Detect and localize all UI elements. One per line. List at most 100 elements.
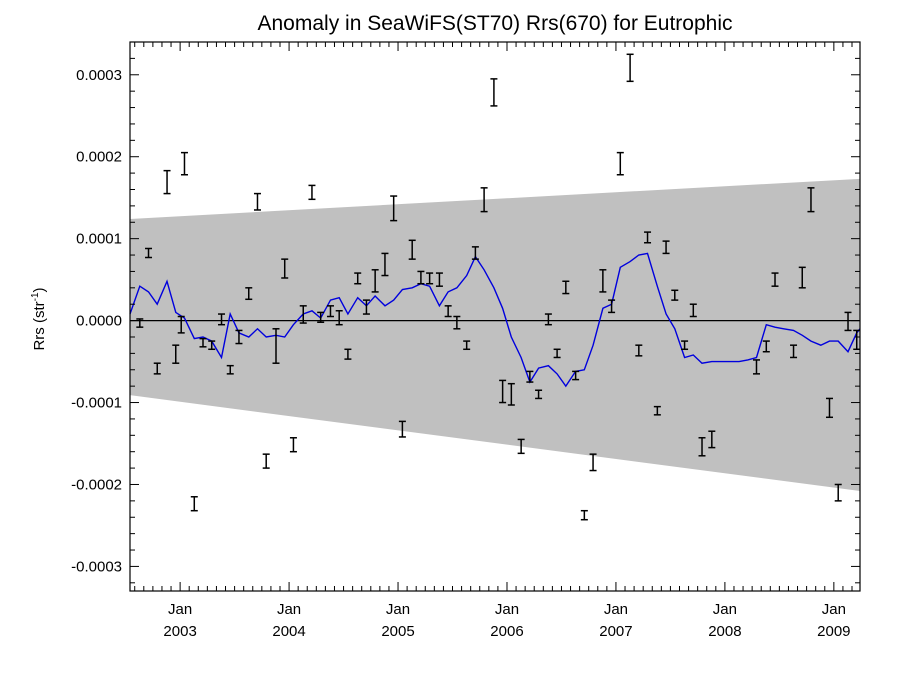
error-bar bbox=[163, 169, 171, 195]
error-bar bbox=[235, 329, 243, 345]
error-bar bbox=[698, 437, 706, 457]
confidence-band bbox=[130, 178, 860, 492]
error-bar bbox=[426, 272, 434, 285]
error-bar bbox=[417, 270, 425, 285]
error-bar bbox=[344, 348, 352, 360]
error-bar bbox=[390, 195, 398, 222]
error-bar bbox=[752, 359, 760, 375]
x-tick-month-label: Jan bbox=[604, 601, 628, 618]
y-tick-label: -0.0002 bbox=[71, 476, 122, 493]
error-bar bbox=[145, 247, 153, 259]
error-bar bbox=[544, 313, 552, 326]
y-ticks-layer: 0.0003 0.0002 0.0001 0.0000 -0.0001 -0.0002 -0… bbox=[71, 41, 860, 584]
error-bar bbox=[289, 437, 297, 453]
error-bar bbox=[644, 231, 652, 244]
error-bar bbox=[190, 496, 198, 512]
y-tick-label: 0.0002 bbox=[76, 149, 122, 166]
error-bar bbox=[453, 315, 461, 330]
error-bar bbox=[853, 329, 861, 351]
error-bar bbox=[825, 397, 833, 419]
error-bar bbox=[517, 438, 525, 455]
error-bar bbox=[326, 305, 334, 318]
y-axis-label-tail: ) bbox=[31, 287, 48, 292]
error-bar bbox=[335, 310, 343, 326]
y-axis-label-sup: -1 bbox=[30, 292, 41, 301]
x-tick-month-label: Jan bbox=[386, 601, 410, 618]
error-bar bbox=[262, 453, 270, 469]
x-tick-year-label: 2003 bbox=[163, 623, 196, 640]
y-tick-label: 0.0003 bbox=[76, 67, 122, 84]
error-bar bbox=[662, 240, 670, 255]
error-bar bbox=[635, 344, 643, 357]
error-bar bbox=[771, 272, 779, 287]
error-bars-layer bbox=[136, 53, 861, 521]
x-tick-month-label: Jan bbox=[822, 601, 846, 618]
error-bar bbox=[371, 269, 379, 293]
x-tick-month-label: Jan bbox=[495, 601, 519, 618]
x-ticks-layer: Jan 2003 Jan 2004 Jan 2005 Jan 2006 Jan 2007 Jan 20… bbox=[134, 42, 853, 640]
x-tick-year-label: 2008 bbox=[708, 623, 741, 640]
error-bar bbox=[790, 344, 798, 359]
error-bar bbox=[599, 269, 607, 293]
error-bar bbox=[177, 315, 185, 334]
error-bar bbox=[172, 344, 180, 364]
error-bar bbox=[589, 453, 597, 472]
anomaly-line-layer bbox=[129, 252, 861, 388]
anomaly-series-line bbox=[129, 252, 861, 388]
error-bar bbox=[218, 313, 226, 326]
x-tick-year-label: 2007 bbox=[599, 623, 632, 640]
error-bar bbox=[507, 382, 515, 406]
error-bar bbox=[471, 246, 479, 260]
y-axis-label: Rrs (str-1) bbox=[30, 287, 48, 350]
error-bar bbox=[180, 151, 188, 176]
error-bar bbox=[671, 289, 679, 301]
error-bar bbox=[798, 266, 806, 289]
error-bar bbox=[354, 272, 362, 285]
error-bar bbox=[463, 340, 471, 351]
y-tick-label: 0.0000 bbox=[76, 313, 122, 330]
x-tick-year-label: 2004 bbox=[272, 623, 305, 640]
error-bar bbox=[281, 258, 289, 279]
error-bar bbox=[616, 151, 624, 176]
error-bar bbox=[208, 340, 216, 351]
error-bar bbox=[807, 187, 815, 213]
error-bar bbox=[608, 299, 616, 314]
error-bar bbox=[308, 184, 316, 201]
error-bar bbox=[408, 239, 416, 260]
error-bar bbox=[572, 370, 580, 381]
error-bar bbox=[226, 364, 234, 375]
error-bar bbox=[398, 420, 406, 438]
error-bar bbox=[435, 272, 443, 287]
error-bar bbox=[362, 299, 370, 315]
x-tick-year-label: 2006 bbox=[490, 623, 523, 640]
error-bar bbox=[834, 483, 842, 502]
error-bar bbox=[444, 305, 452, 318]
chart-title: Anomaly in SeaWiFS(ST70) Rrs(670) for Eu… bbox=[258, 12, 733, 35]
error-bar bbox=[480, 187, 488, 213]
error-bar bbox=[381, 252, 389, 277]
confidence-band-layer bbox=[130, 178, 860, 492]
y-tick-label: -0.0001 bbox=[71, 395, 122, 412]
error-bar bbox=[299, 305, 307, 324]
x-tick-month-label: Jan bbox=[713, 601, 737, 618]
error-bar bbox=[653, 405, 661, 416]
axes-layer bbox=[129, 41, 861, 592]
error-bar bbox=[245, 287, 253, 301]
x-tick-year-label: 2009 bbox=[817, 623, 850, 640]
x-tick-month-label: Jan bbox=[277, 601, 301, 618]
y-axis-label-main: Rrs (str bbox=[31, 301, 48, 350]
y-tick-label: 0.0001 bbox=[76, 231, 122, 248]
error-bar bbox=[626, 53, 634, 83]
y-tick-label: -0.0003 bbox=[71, 558, 122, 575]
error-bar bbox=[689, 303, 697, 318]
error-bar bbox=[317, 311, 325, 323]
error-bar bbox=[535, 389, 543, 400]
error-bar bbox=[562, 280, 570, 295]
error-bar bbox=[253, 192, 261, 211]
error-bar bbox=[136, 318, 144, 328]
error-bar bbox=[708, 430, 716, 449]
error-bar bbox=[526, 370, 534, 383]
error-bar bbox=[153, 362, 161, 375]
error-bar bbox=[490, 78, 498, 107]
